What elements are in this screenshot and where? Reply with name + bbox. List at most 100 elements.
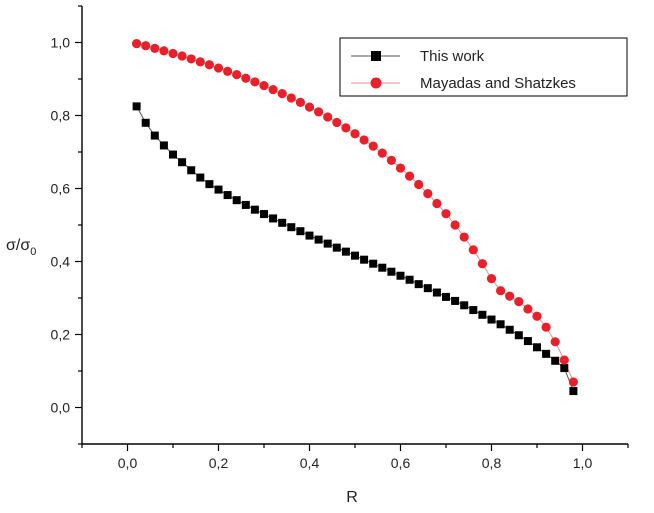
data-point-this-work bbox=[533, 343, 541, 352]
data-point-this-work bbox=[214, 185, 223, 194]
data-point-mayadas-shatzkes bbox=[496, 286, 506, 296]
data-point-mayadas-shatzkes bbox=[314, 107, 324, 117]
data-point-this-work bbox=[241, 200, 250, 209]
x-tick-label: 0,4 bbox=[300, 455, 320, 471]
data-point-this-work bbox=[187, 166, 196, 175]
data-point-mayadas-shatzkes bbox=[450, 220, 460, 230]
data-point-mayadas-shatzkes bbox=[186, 54, 196, 64]
y-tick-label: 0,6 bbox=[51, 181, 71, 197]
data-point-this-work bbox=[369, 259, 378, 268]
legend: This work Mayadas and Shatzkes bbox=[339, 37, 628, 97]
data-point-this-work bbox=[351, 251, 359, 260]
data-point-mayadas-shatzkes bbox=[514, 297, 524, 307]
data-point-mayadas-shatzkes bbox=[150, 43, 160, 53]
data-point-this-work bbox=[442, 292, 450, 301]
data-point-mayadas-shatzkes bbox=[368, 141, 378, 151]
data-point-this-work bbox=[132, 102, 141, 111]
data-point-mayadas-shatzkes bbox=[568, 377, 579, 387]
x-tick-label: 0,0 bbox=[118, 455, 138, 471]
data-point-this-work bbox=[287, 223, 296, 232]
data-point-mayadas-shatzkes bbox=[232, 70, 242, 80]
data-point-mayadas-shatzkes bbox=[414, 179, 424, 190]
data-point-mayadas-shatzkes bbox=[195, 57, 205, 67]
data-point-this-work bbox=[405, 275, 414, 284]
data-point-this-work bbox=[505, 325, 514, 334]
data-point-mayadas-shatzkes bbox=[432, 198, 442, 209]
data-point-this-work bbox=[296, 227, 305, 236]
legend-label: This work bbox=[420, 48, 485, 65]
data-point-this-work bbox=[196, 173, 205, 182]
x-tick-label: 0,6 bbox=[391, 455, 411, 471]
data-point-mayadas-shatzkes bbox=[223, 66, 233, 76]
data-point-this-work bbox=[387, 267, 396, 276]
data-point-mayadas-shatzkes bbox=[159, 46, 169, 56]
data-point-this-work bbox=[159, 141, 168, 150]
data-point-this-work bbox=[250, 205, 259, 214]
data-point-mayadas-shatzkes bbox=[141, 41, 151, 51]
data-point-this-work bbox=[178, 158, 187, 167]
data-point-mayadas-shatzkes bbox=[559, 355, 569, 365]
data-point-this-work bbox=[269, 214, 278, 223]
data-point-mayadas-shatzkes bbox=[541, 322, 551, 332]
data-point-mayadas-shatzkes bbox=[168, 48, 178, 59]
legend-label: Mayadas and Shatzkes bbox=[420, 75, 576, 92]
data-point-mayadas-shatzkes bbox=[341, 123, 351, 133]
data-point-mayadas-shatzkes bbox=[241, 73, 251, 83]
data-point-mayadas-shatzkes bbox=[204, 60, 214, 70]
data-point-mayadas-shatzkes bbox=[132, 38, 142, 49]
y-tick-label: 0,0 bbox=[51, 400, 71, 416]
data-point-mayadas-shatzkes bbox=[177, 51, 187, 61]
data-point-this-work bbox=[260, 210, 268, 219]
y-tick-label: 0,4 bbox=[51, 254, 71, 270]
data-point-mayadas-shatzkes bbox=[386, 155, 396, 165]
data-point-mayadas-shatzkes bbox=[332, 117, 342, 128]
legend-marker-square bbox=[371, 51, 381, 61]
series-points bbox=[132, 38, 579, 396]
data-point-mayadas-shatzkes bbox=[532, 311, 542, 321]
data-point-this-work bbox=[205, 180, 214, 189]
data-point-mayadas-shatzkes bbox=[441, 209, 451, 219]
data-point-this-work bbox=[496, 320, 505, 329]
data-point-this-work bbox=[451, 296, 460, 305]
y-tick-label: 1,0 bbox=[51, 35, 71, 51]
data-point-mayadas-shatzkes bbox=[323, 112, 333, 122]
legend-box bbox=[339, 37, 628, 97]
data-point-mayadas-shatzkes bbox=[213, 63, 224, 73]
data-point-mayadas-shatzkes bbox=[286, 93, 296, 103]
data-point-this-work bbox=[523, 337, 532, 346]
data-point-mayadas-shatzkes bbox=[405, 171, 415, 181]
y-tick-label: 0,2 bbox=[51, 327, 71, 343]
data-point-this-work bbox=[378, 263, 387, 272]
y-axis-title-subscript: 0 bbox=[30, 246, 36, 258]
data-point-this-work bbox=[278, 218, 287, 227]
data-point-this-work bbox=[305, 231, 314, 240]
data-point-this-work bbox=[423, 284, 432, 293]
data-point-this-work bbox=[341, 247, 350, 256]
data-point-this-work bbox=[469, 306, 478, 315]
data-point-this-work bbox=[360, 255, 369, 264]
data-point-this-work bbox=[460, 301, 469, 310]
data-point-this-work bbox=[396, 271, 405, 280]
x-tick-label: 1,0 bbox=[573, 455, 593, 471]
y-tick-label: 0,8 bbox=[51, 108, 71, 124]
data-point-mayadas-shatzkes bbox=[486, 274, 497, 284]
x-tick-label: 0,8 bbox=[482, 455, 502, 471]
data-point-this-work bbox=[551, 356, 560, 365]
data-point-this-work bbox=[514, 331, 523, 340]
y-axis-title-main: σ/σ bbox=[6, 237, 30, 254]
data-point-this-work bbox=[542, 349, 551, 358]
data-point-mayadas-shatzkes bbox=[505, 291, 515, 301]
data-point-mayadas-shatzkes bbox=[350, 129, 360, 139]
legend-marker-circle bbox=[370, 77, 382, 89]
data-point-this-work bbox=[223, 191, 232, 200]
data-point-this-work bbox=[314, 235, 323, 244]
data-point-mayadas-shatzkes bbox=[268, 84, 278, 95]
data-point-mayadas-shatzkes bbox=[468, 245, 478, 255]
data-point-this-work bbox=[432, 288, 441, 297]
data-point-this-work bbox=[560, 364, 569, 373]
y-axis-title: σ/σ0 bbox=[6, 237, 36, 258]
x-ticks: 0,0 0,2 0,4 0,6 0,8 1,0 bbox=[81, 444, 629, 471]
data-point-this-work bbox=[332, 243, 341, 252]
data-point-this-work bbox=[478, 310, 487, 319]
